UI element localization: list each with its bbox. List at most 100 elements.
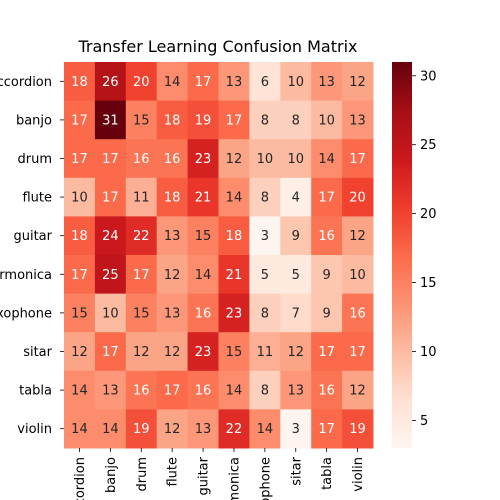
row-axis: accordion banjo drum flute guitar harmonica sa… xyxy=(0,75,64,437)
cell-value-label: 13 xyxy=(287,384,304,399)
cell-value-label: 18 xyxy=(164,191,181,206)
cell-value-label: 14 xyxy=(318,152,335,167)
cell-value-label: 5 xyxy=(261,268,269,283)
cell-value-label: 9 xyxy=(323,306,331,321)
cell-value-label: 17 xyxy=(71,268,88,283)
heatmap-cell xyxy=(342,255,374,295)
heatmap-cell xyxy=(280,293,312,333)
heatmap-cell xyxy=(187,332,219,372)
cell-value-label: 16 xyxy=(195,384,212,399)
cell-value-label: 20 xyxy=(349,191,366,206)
cell-value-label: 17 xyxy=(349,345,366,360)
heatmap-cell xyxy=(218,255,250,295)
cell-value-label: 23 xyxy=(195,345,212,360)
cell-value-label: 3 xyxy=(292,422,300,437)
cell-value-label: 14 xyxy=(257,422,274,437)
heatmap-cell xyxy=(156,139,189,179)
cell-value-label: 13 xyxy=(164,229,181,244)
heatmap-cell xyxy=(64,62,96,102)
heatmap-cell xyxy=(94,216,127,256)
cell-value-label: 24 xyxy=(102,229,119,244)
heatmap-cell xyxy=(125,62,158,102)
heatmap-cell xyxy=(125,370,158,410)
heatmap-cell xyxy=(64,332,96,372)
heatmap-cell xyxy=(125,216,158,256)
heatmap-cell xyxy=(156,370,189,410)
heatmap-cell xyxy=(187,216,219,256)
heatmap-cell xyxy=(342,332,374,372)
row-label: flute xyxy=(22,191,52,206)
cell-value-label: 9 xyxy=(292,229,300,244)
row-label: accordion xyxy=(0,75,52,90)
heatmap-cell xyxy=(280,177,312,217)
cell-value-label: 15 xyxy=(226,345,243,360)
heatmap-cell xyxy=(64,177,96,217)
colorbar-tick-label: 15 xyxy=(420,276,437,291)
cell-value-label: 21 xyxy=(226,268,243,283)
row-label: tabla xyxy=(19,384,52,399)
heatmap-cell xyxy=(311,62,343,102)
heatmap-cell xyxy=(187,177,219,217)
cell-value-label: 19 xyxy=(349,422,366,437)
heatmap-cell xyxy=(125,255,158,295)
column-label: guitar xyxy=(197,456,212,495)
heatmap-cell xyxy=(311,216,343,256)
cell-value-label: 15 xyxy=(133,113,150,128)
heatmap-cell xyxy=(125,409,158,449)
cell-value-label: 3 xyxy=(261,229,269,244)
cell-value-label: 17 xyxy=(71,152,88,167)
heatmap-cell xyxy=(311,139,343,179)
cell-value-label: 17 xyxy=(133,268,150,283)
cell-value-label: 14 xyxy=(102,422,119,437)
heatmap-cell xyxy=(218,370,250,410)
heatmap-cell xyxy=(280,370,312,410)
heatmap-cell xyxy=(187,139,219,179)
cell-value-label: 10 xyxy=(349,268,366,283)
heatmap-cell xyxy=(94,177,127,217)
cell-value-label: 12 xyxy=(349,75,366,90)
heatmap-cell xyxy=(94,409,127,449)
heatmap-cell xyxy=(280,62,312,102)
colorbar: 5 10 15 20 25 30 xyxy=(392,62,437,448)
cell-value-label: 12 xyxy=(349,384,366,399)
heatmap-cell xyxy=(218,216,250,256)
heatmap-cell xyxy=(342,100,374,140)
cell-value-label: 14 xyxy=(226,191,243,206)
heatmap-cell xyxy=(187,370,219,410)
cell-value-label: 8 xyxy=(292,113,300,128)
row-label: sitar xyxy=(23,345,52,360)
colorbar-tick-label: 20 xyxy=(420,207,437,222)
cell-value-label: 14 xyxy=(195,268,212,283)
cell-value-label: 10 xyxy=(287,75,304,90)
cell-value-label: 14 xyxy=(71,384,88,399)
heatmap-cell xyxy=(64,255,96,295)
heatmap-cell xyxy=(280,100,312,140)
cell-value-label: 18 xyxy=(164,113,181,128)
cell-value-label: 11 xyxy=(257,345,274,360)
heatmap-cell xyxy=(311,293,343,333)
column-label: harmonica xyxy=(227,457,242,500)
column-label: violin xyxy=(351,457,366,492)
cell-value-label: 17 xyxy=(226,113,243,128)
cell-value-label: 8 xyxy=(261,306,269,321)
cell-value-label: 6 xyxy=(261,75,269,90)
cell-value-label: 16 xyxy=(195,306,212,321)
row-label: guitar xyxy=(13,229,52,244)
colorbar-tick-label: 5 xyxy=(420,414,428,429)
cell-value-label: 21 xyxy=(195,191,212,206)
heatmap-cell xyxy=(342,409,374,449)
heatmap-cell xyxy=(249,332,281,372)
heatmap-cell xyxy=(280,332,312,372)
cell-value-label: 25 xyxy=(102,268,119,283)
heatmap-cell xyxy=(342,62,374,102)
heatmap-cell xyxy=(94,255,127,295)
heatmap-cell xyxy=(156,100,189,140)
heatmap-cell xyxy=(218,409,250,449)
heatmap-cell xyxy=(94,293,127,333)
heatmap-cell xyxy=(156,409,189,449)
heatmap-cell xyxy=(218,139,250,179)
cell-value-label: 9 xyxy=(323,268,331,283)
heatmap-cell xyxy=(342,216,374,256)
column-label: drum xyxy=(135,457,150,492)
column-label: saxophone xyxy=(258,457,273,500)
